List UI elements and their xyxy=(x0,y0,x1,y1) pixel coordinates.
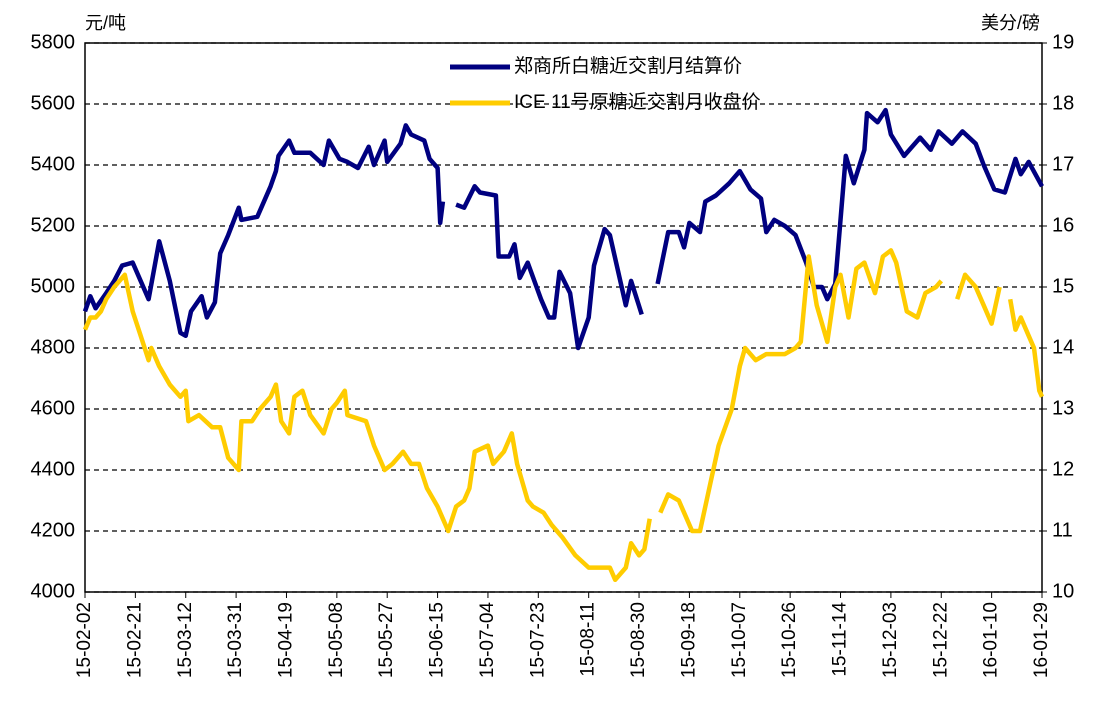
x-tick-label: 16-01-29 xyxy=(1031,602,1052,678)
x-tick-label: 15-02-02 xyxy=(74,602,95,678)
y-axis-unit: 元/吨 xyxy=(85,13,126,33)
y2-tick-label: 19 xyxy=(1052,31,1074,53)
series-line xyxy=(82,248,1045,583)
y-tick-label: 5000 xyxy=(31,275,76,297)
x-tick-label: 15-06-15 xyxy=(427,602,448,678)
x-tick-label: 15-05-27 xyxy=(376,602,397,678)
y-tick-label: 4600 xyxy=(31,397,76,419)
x-tick-label: 15-05-08 xyxy=(326,602,347,678)
x-tick-label: 15-02-21 xyxy=(124,602,145,678)
y2-tick-label: 18 xyxy=(1052,92,1074,114)
y2-tick-label: 15 xyxy=(1052,275,1074,297)
x-tick-label: 15-08-30 xyxy=(628,602,649,678)
y2-tick-label: 10 xyxy=(1052,580,1074,602)
y-tick-label: 4400 xyxy=(31,458,76,480)
x-tick-label: 15-11-14 xyxy=(830,602,851,677)
y-tick-label: 5800 xyxy=(31,31,76,53)
plot-frame xyxy=(84,42,1043,593)
x-tick-label: 16-01-10 xyxy=(981,602,1002,678)
y-tick-label: 4200 xyxy=(31,519,76,541)
legend-label: ICE 11号原糖近交割月收盘价 xyxy=(514,91,761,113)
x-tick-label: 15-03-12 xyxy=(175,602,196,678)
legend: 郑商所白糖近交割月结算价 ICE 11号原糖近交割月收盘价 xyxy=(450,55,761,113)
y2-tick-label: 11 xyxy=(1052,519,1073,541)
x-tick-label: 15-10-07 xyxy=(729,602,750,678)
x-tick-label: 15-03-31 xyxy=(225,602,246,678)
x-tick-label: 15-07-23 xyxy=(527,602,548,678)
y-tick-label: 5400 xyxy=(31,153,76,175)
x-tick-label: 15-04-19 xyxy=(275,602,296,678)
x-tick-label: 15-12-22 xyxy=(930,602,951,678)
x-tick-label: 15-09-18 xyxy=(678,602,699,678)
x-tick-label: 15-08-11 xyxy=(578,602,599,677)
y2-tick-label: 13 xyxy=(1052,397,1074,419)
y2-tick-label: 12 xyxy=(1052,458,1074,480)
series-line xyxy=(82,107,1044,351)
y-tick-label: 5200 xyxy=(31,214,76,236)
x-tick-label: 15-10-26 xyxy=(779,602,800,678)
y2-tick-label: 17 xyxy=(1052,153,1074,175)
y2-tick-label: 14 xyxy=(1052,336,1074,358)
legend-label: 郑商所白糖近交割月结算价 xyxy=(514,55,742,77)
y-tick-label: 4800 xyxy=(31,336,76,358)
y-tick-label: 5600 xyxy=(31,92,76,114)
y2-tick-label: 16 xyxy=(1052,214,1074,236)
x-tick-label: 15-07-04 xyxy=(477,602,498,678)
x-tick-label: 15-12-03 xyxy=(880,602,901,678)
y-tick-label: 4000 xyxy=(31,580,76,602)
y2-axis-unit: 美分/磅 xyxy=(981,13,1040,33)
